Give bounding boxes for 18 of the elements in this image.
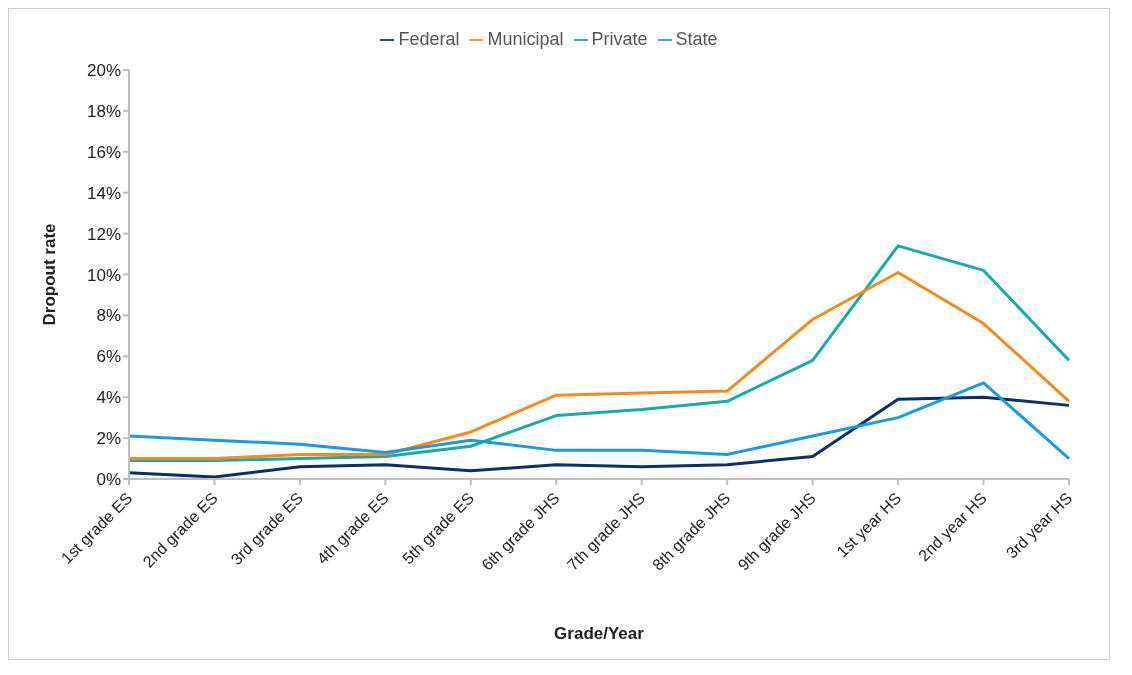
y-tick-label: 10% (86, 265, 121, 285)
legend-label: Municipal (487, 29, 564, 49)
y-tick-label: 6% (96, 347, 121, 367)
y-tick-label: 2% (96, 429, 121, 449)
y-tick-label: 14% (86, 183, 121, 203)
y-tick-label: 20% (86, 61, 121, 81)
y-tick-label: 0% (96, 470, 121, 490)
y-tick-label: 12% (86, 224, 121, 244)
legend-label: Private (591, 29, 648, 49)
x-axis-title: Grade/Year (554, 624, 645, 643)
y-axis-title: Dropout rate (40, 223, 60, 326)
y-tick-label: 16% (86, 142, 121, 162)
y-tick-label: 4% (96, 388, 121, 408)
y-tick-label: 18% (86, 101, 121, 121)
y-tick-label: 8% (96, 306, 121, 326)
legend-label: State (675, 29, 718, 49)
line-series (127, 381, 1071, 461)
legend-label: Federal (398, 29, 460, 49)
